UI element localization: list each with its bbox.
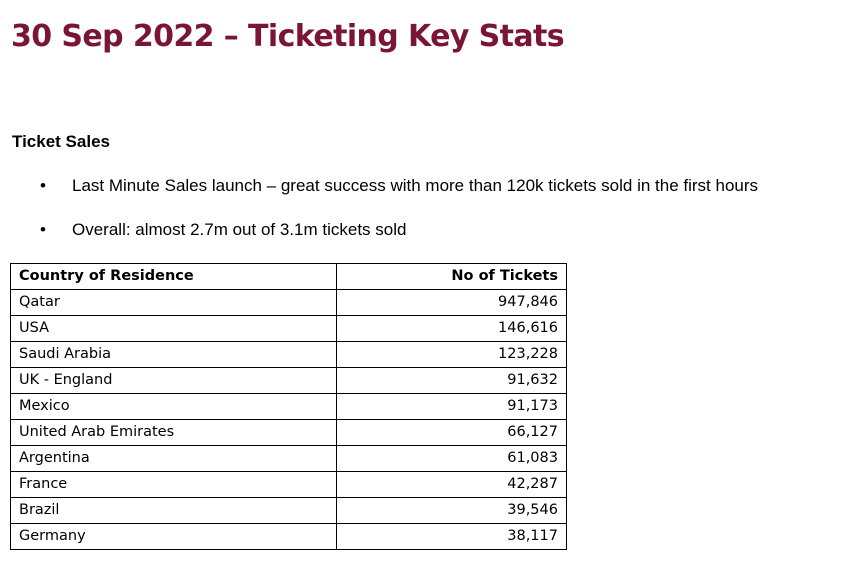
tickets-cell: 123,228: [336, 341, 567, 368]
country-cell: UK - England: [10, 367, 337, 394]
tickets-cell: 39,546: [336, 497, 567, 524]
column-header-country: Country of Residence: [10, 263, 337, 290]
table-row: USA 146,616: [10, 315, 567, 342]
page-title: 30 Sep 2022 – Ticketing Key Stats: [11, 19, 565, 54]
tickets-cell: 91,632: [336, 367, 567, 394]
country-cell: USA: [10, 315, 337, 342]
tickets-cell: 61,083: [336, 445, 567, 472]
table-header-row: Country of Residence No of Tickets: [10, 263, 567, 290]
table-row: Brazil 39,546: [10, 497, 567, 524]
bullet-dot-icon: •: [40, 220, 46, 239]
table-row: United Arab Emirates 66,127: [10, 419, 567, 446]
table-row: Germany 38,117: [10, 523, 567, 550]
bullet-text: Last Minute Sales launch – great success…: [72, 176, 759, 195]
tickets-cell: 91,173: [336, 393, 567, 420]
country-cell: Brazil: [10, 497, 337, 524]
tickets-cell: 146,616: [336, 315, 567, 342]
table-row: Argentina 61,083: [10, 445, 567, 472]
tickets-cell: 42,287: [336, 471, 567, 498]
tickets-cell: 947,846: [336, 289, 567, 316]
column-header-tickets: No of Tickets: [336, 263, 567, 290]
tickets-by-country-table: Country of Residence No of Tickets Qatar…: [10, 263, 567, 550]
bullet-text: Overall: almost 2.7m out of 3.1m tickets…: [72, 220, 407, 239]
table-row: France 42,287: [10, 471, 567, 498]
table-row: Saudi Arabia 123,228: [10, 341, 567, 368]
tickets-cell: 38,117: [336, 523, 567, 550]
ticket-sales-heading: Ticket Sales: [12, 132, 110, 151]
country-cell: Argentina: [10, 445, 337, 472]
table-row: UK - England 91,632: [10, 367, 567, 394]
tickets-cell: 66,127: [336, 419, 567, 446]
country-cell: Germany: [10, 523, 337, 550]
table-row: Mexico 91,173: [10, 393, 567, 420]
table-row: Qatar 947,846: [10, 289, 567, 316]
country-cell: Mexico: [10, 393, 337, 420]
country-cell: Saudi Arabia: [10, 341, 337, 368]
country-cell: Qatar: [10, 289, 337, 316]
country-cell: France: [10, 471, 337, 498]
country-cell: United Arab Emirates: [10, 419, 337, 446]
bullet-dot-icon: •: [40, 176, 46, 195]
